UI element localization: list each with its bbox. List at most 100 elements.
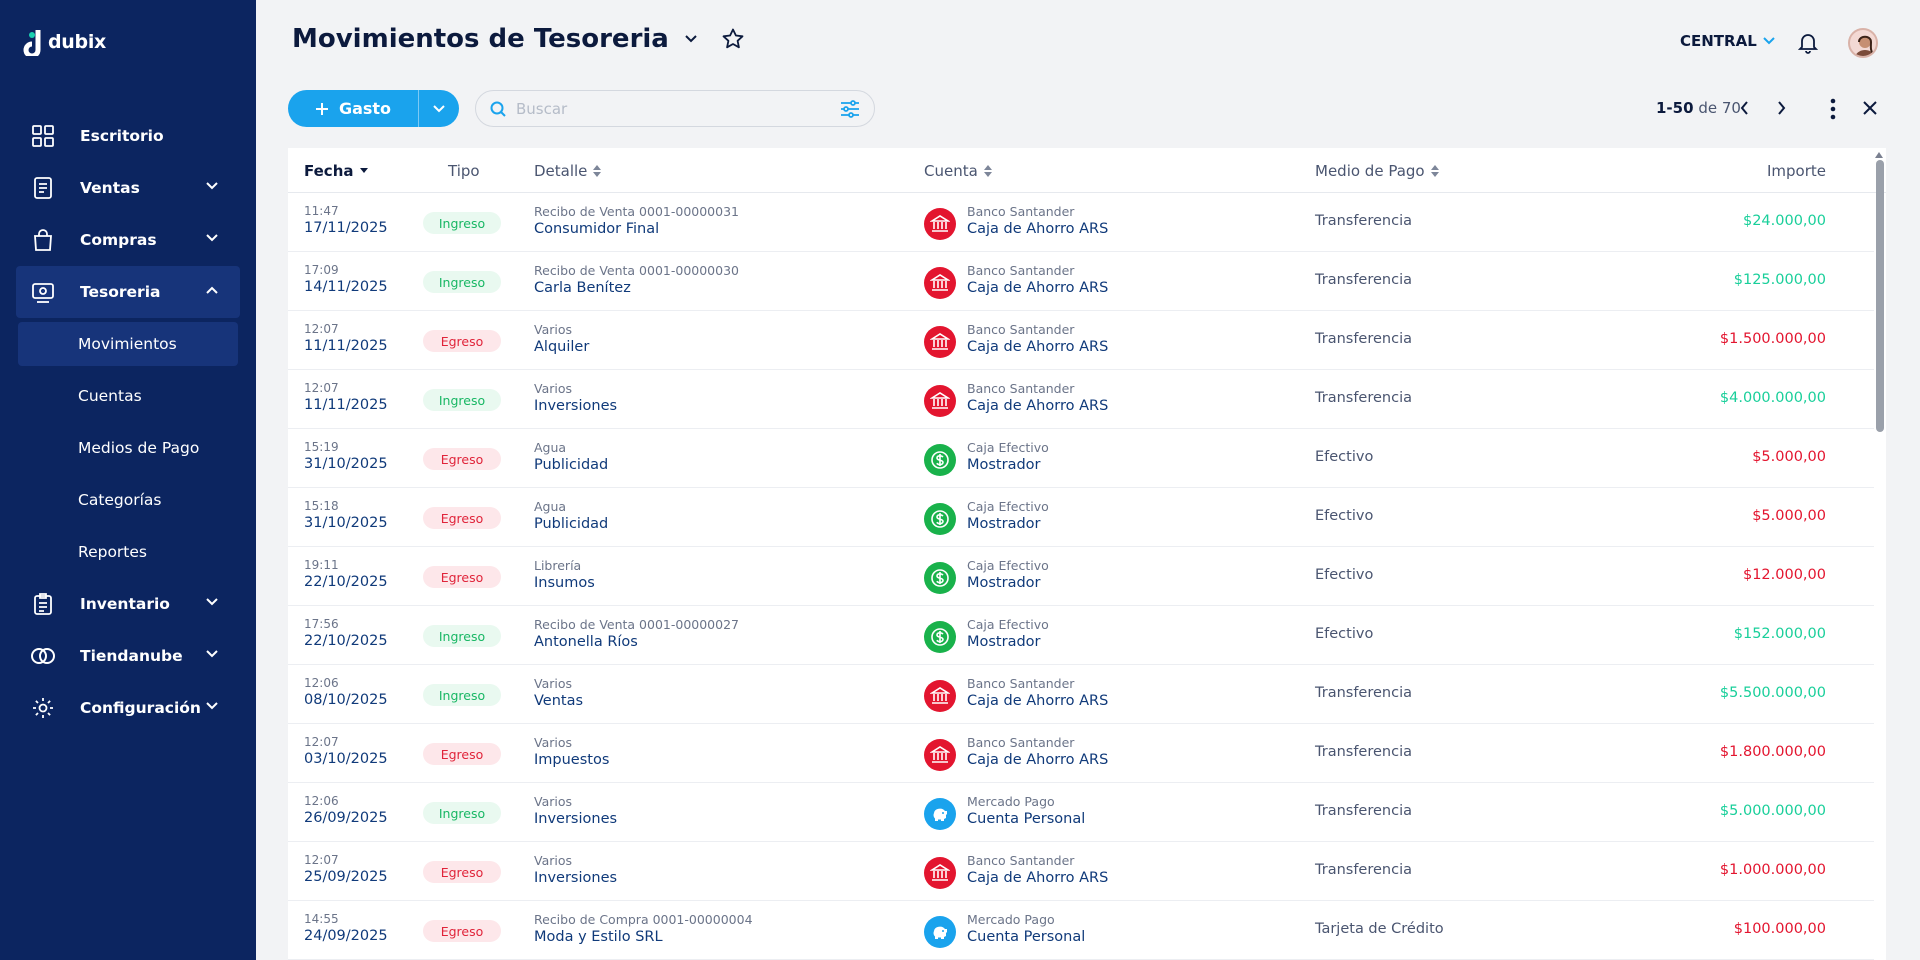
- account-title[interactable]: Caja de Ahorro ARS: [967, 339, 1109, 355]
- movement-date: 24/09/2025: [304, 928, 388, 944]
- detail-cell: Recibo de Venta 0001-00000031 Consumidor …: [534, 204, 739, 237]
- next-page-icon[interactable]: [1776, 100, 1786, 119]
- star-icon[interactable]: [721, 27, 745, 51]
- add-gasto-button[interactable]: Gasto: [288, 90, 419, 127]
- chevron-down-icon: [206, 702, 218, 710]
- table-row[interactable]: 12:07 03/10/2025 Egreso Varios Impuestos Banc…: [288, 724, 1874, 783]
- account-title[interactable]: Caja de Ahorro ARS: [967, 752, 1109, 768]
- table-row[interactable]: 12:06 26/09/2025 Ingreso Varios Inversiones M…: [288, 783, 1874, 842]
- sidebar-item-tiendanube[interactable]: Tiendanube: [0, 630, 256, 682]
- account-title[interactable]: Caja de Ahorro ARS: [967, 221, 1109, 237]
- search-input[interactable]: [516, 99, 840, 118]
- detail-title[interactable]: Carla Benítez: [534, 280, 631, 296]
- sidebar-item-inventario[interactable]: Inventario: [0, 578, 256, 630]
- detail-title[interactable]: Publicidad: [534, 516, 609, 532]
- sidebar-subitem-categorias[interactable]: Categorías: [78, 491, 162, 509]
- sidebar-item-label: Tiendanube: [80, 647, 183, 665]
- detail-title[interactable]: Publicidad: [534, 457, 609, 473]
- column-detalle[interactable]: Detalle: [534, 162, 602, 180]
- amount: $5.000.000,00: [1719, 803, 1826, 819]
- detail-title[interactable]: Inversiones: [534, 398, 618, 414]
- sidebar: dubix Escritorio Ventas Compras: [0, 0, 256, 960]
- treasury-icon: [30, 279, 56, 305]
- table-scrollbar[interactable]: [1876, 160, 1884, 432]
- detail-subtitle: Varios: [534, 853, 573, 868]
- table-row[interactable]: 12:07 11/11/2025 Egreso Varios Alquiler Banco…: [288, 311, 1874, 370]
- account-title[interactable]: Mostrador: [967, 457, 1041, 473]
- sidebar-subitem-cuentas[interactable]: Cuentas: [78, 387, 142, 405]
- table-row[interactable]: 15:19 31/10/2025 Egreso Agua Publicidad Caja …: [288, 429, 1874, 488]
- chevron-down-icon[interactable]: [685, 35, 697, 43]
- account-title[interactable]: Cuenta Personal: [967, 929, 1086, 945]
- account-title[interactable]: Mostrador: [967, 634, 1041, 650]
- table-row[interactable]: 12:07 11/11/2025 Ingreso Varios Inversiones B…: [288, 370, 1874, 429]
- gear-icon: [30, 695, 56, 721]
- table-row[interactable]: 14:55 24/09/2025 Egreso Recibo de Compra 00…: [288, 901, 1874, 960]
- column-medio-de-pago[interactable]: Medio de Pago: [1315, 162, 1439, 180]
- account-cell: Mercado Pago Cuenta Personal: [967, 794, 1085, 827]
- date-cell: 17:56 22/10/2025: [304, 617, 388, 649]
- sidebar-item-escritorio[interactable]: Escritorio: [0, 110, 256, 162]
- detail-title[interactable]: Impuestos: [534, 752, 610, 768]
- chevron-up-icon: [206, 286, 218, 294]
- account-title[interactable]: Mostrador: [967, 575, 1041, 591]
- account-title[interactable]: Cuenta Personal: [967, 811, 1086, 827]
- account-title[interactable]: Caja de Ahorro ARS: [967, 280, 1109, 296]
- payment-method: Transferencia: [1315, 390, 1412, 406]
- more-options-icon[interactable]: [1830, 98, 1836, 124]
- table-row[interactable]: 15:18 31/10/2025 Egreso Agua Publicidad Caja …: [288, 488, 1874, 547]
- detail-title[interactable]: Ventas: [534, 693, 584, 709]
- detail-title[interactable]: Alquiler: [534, 339, 590, 355]
- table-row[interactable]: 12:07 25/09/2025 Egreso Varios Inversiones Ba…: [288, 842, 1874, 901]
- table-row[interactable]: 19:11 22/10/2025 Egreso Librería Insumos Caja…: [288, 547, 1874, 606]
- column-label: Importe: [1766, 162, 1826, 180]
- date-cell: 12:07 11/11/2025: [304, 381, 388, 413]
- column-fecha[interactable]: Fecha: [304, 162, 368, 180]
- detail-title[interactable]: Inversiones: [534, 811, 618, 827]
- account-cell: Banco Santander Caja de Ahorro ARS: [967, 853, 1108, 886]
- table-row[interactable]: 17:56 22/10/2025 Ingreso Recibo de Venta 00…: [288, 606, 1874, 665]
- column-cuenta[interactable]: Cuenta: [924, 162, 992, 180]
- close-icon[interactable]: [1862, 100, 1878, 120]
- table-row[interactable]: 17:09 14/11/2025 Ingreso Recibo de Venta 00…: [288, 252, 1874, 311]
- account-title[interactable]: Caja de Ahorro ARS: [967, 398, 1109, 414]
- branch-selector[interactable]: CENTRAL: [1680, 32, 1775, 50]
- column-label: Medio de Pago: [1315, 162, 1425, 180]
- detail-cell: Recibo de Compra 0001-00000004 Moda y Est…: [534, 912, 753, 945]
- detail-title[interactable]: Moda y Estilo SRL: [534, 929, 663, 945]
- prev-page-icon[interactable]: [1740, 100, 1750, 119]
- avatar[interactable]: [1848, 28, 1878, 58]
- sidebar-item-configuracion[interactable]: Configuración: [0, 682, 256, 734]
- detail-title[interactable]: Antonella Ríos: [534, 634, 638, 650]
- sidebar-subitem-medios-de-pago[interactable]: Medios de Pago: [78, 439, 200, 457]
- bank-icon: [924, 326, 956, 358]
- account-title[interactable]: Caja de Ahorro ARS: [967, 693, 1109, 709]
- logo-text: dubix: [48, 31, 106, 53]
- account-title[interactable]: Mostrador: [967, 516, 1041, 532]
- bell-icon[interactable]: [1798, 32, 1818, 54]
- detail-subtitle: Recibo de Venta 0001-00000027: [534, 617, 739, 632]
- payment-method: Transferencia: [1315, 331, 1412, 347]
- detail-title[interactable]: Inversiones: [534, 870, 618, 886]
- add-options-dropdown[interactable]: [419, 90, 459, 127]
- movement-date: 22/10/2025: [304, 574, 388, 590]
- detail-title[interactable]: Insumos: [534, 575, 595, 591]
- add-gasto-button-group: Gasto: [288, 90, 459, 127]
- movement-time: 12:07: [304, 735, 339, 749]
- sidebar-item-compras[interactable]: Compras: [0, 214, 256, 266]
- sidebar-subitem-reportes[interactable]: Reportes: [78, 543, 147, 561]
- scroll-up-arrow[interactable]: [1875, 152, 1883, 158]
- filter-sliders-icon[interactable]: [840, 99, 860, 118]
- detail-subtitle: Varios: [534, 676, 573, 691]
- dubix-logo[interactable]: dubix: [22, 28, 106, 56]
- detail-title[interactable]: Consumidor Final: [534, 221, 660, 237]
- table-row[interactable]: 11:47 17/11/2025 Ingreso Recibo de Venta 00…: [288, 193, 1874, 252]
- sidebar-item-ventas[interactable]: Ventas: [0, 162, 256, 214]
- payment-method: Tarjeta de Crédito: [1315, 921, 1444, 937]
- sidebar-subitem-movimientos[interactable]: Movimientos: [18, 322, 238, 366]
- account-title[interactable]: Caja de Ahorro ARS: [967, 870, 1109, 886]
- search-icon: [490, 101, 506, 117]
- sidebar-item-tesoreria[interactable]: Tesoreria: [16, 266, 240, 318]
- date-cell: 12:07 11/11/2025: [304, 322, 388, 354]
- table-row[interactable]: 12:06 08/10/2025 Ingreso Varios Ventas Banco …: [288, 665, 1874, 724]
